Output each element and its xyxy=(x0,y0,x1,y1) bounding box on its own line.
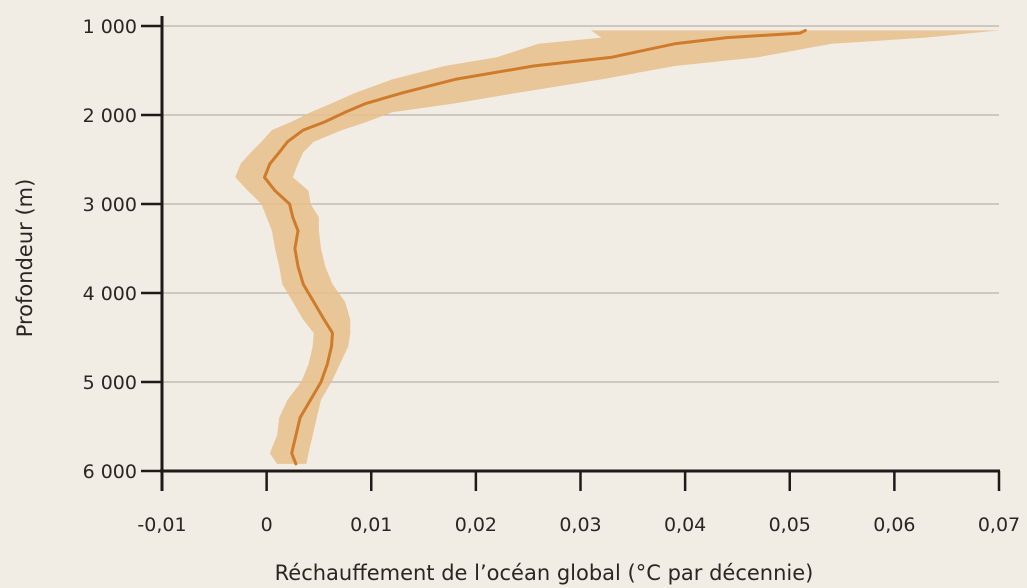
y-tick-label: 6 000 xyxy=(83,461,137,483)
y-tick-label: 3 000 xyxy=(83,194,137,216)
x-tick-label: -0,01 xyxy=(137,514,186,536)
y-axis-title: Profondeur (m) xyxy=(13,179,37,338)
axes: 1 000 2 000 3 000 4 000 5 000 6 000 -0,01 0 0,01… xyxy=(83,16,1020,536)
x-tick-label: 0,06 xyxy=(873,514,915,536)
x-tick-label: 0,05 xyxy=(769,514,811,536)
series-line-layer xyxy=(263,28,807,466)
x-tick-label: 0,01 xyxy=(350,514,392,536)
y-tick-label: 2 000 xyxy=(83,105,137,127)
uncertainty-band xyxy=(235,30,999,464)
x-tick-label: 0 xyxy=(261,514,273,536)
series-line xyxy=(263,28,807,466)
x-tick-label: 0,04 xyxy=(664,514,706,536)
x-tick-label: 0,02 xyxy=(455,514,497,536)
y-tick-label: 4 000 xyxy=(83,283,137,305)
x-tick-label: 0,03 xyxy=(559,514,601,536)
x-axis-title: Réchauffement de l’océan global (°C par … xyxy=(275,561,814,585)
x-tick-label: 0,07 xyxy=(978,514,1020,536)
y-tick-label: 1 000 xyxy=(83,16,137,38)
y-tick-label: 5 000 xyxy=(83,372,137,394)
uncertainty-band-layer xyxy=(235,30,999,464)
